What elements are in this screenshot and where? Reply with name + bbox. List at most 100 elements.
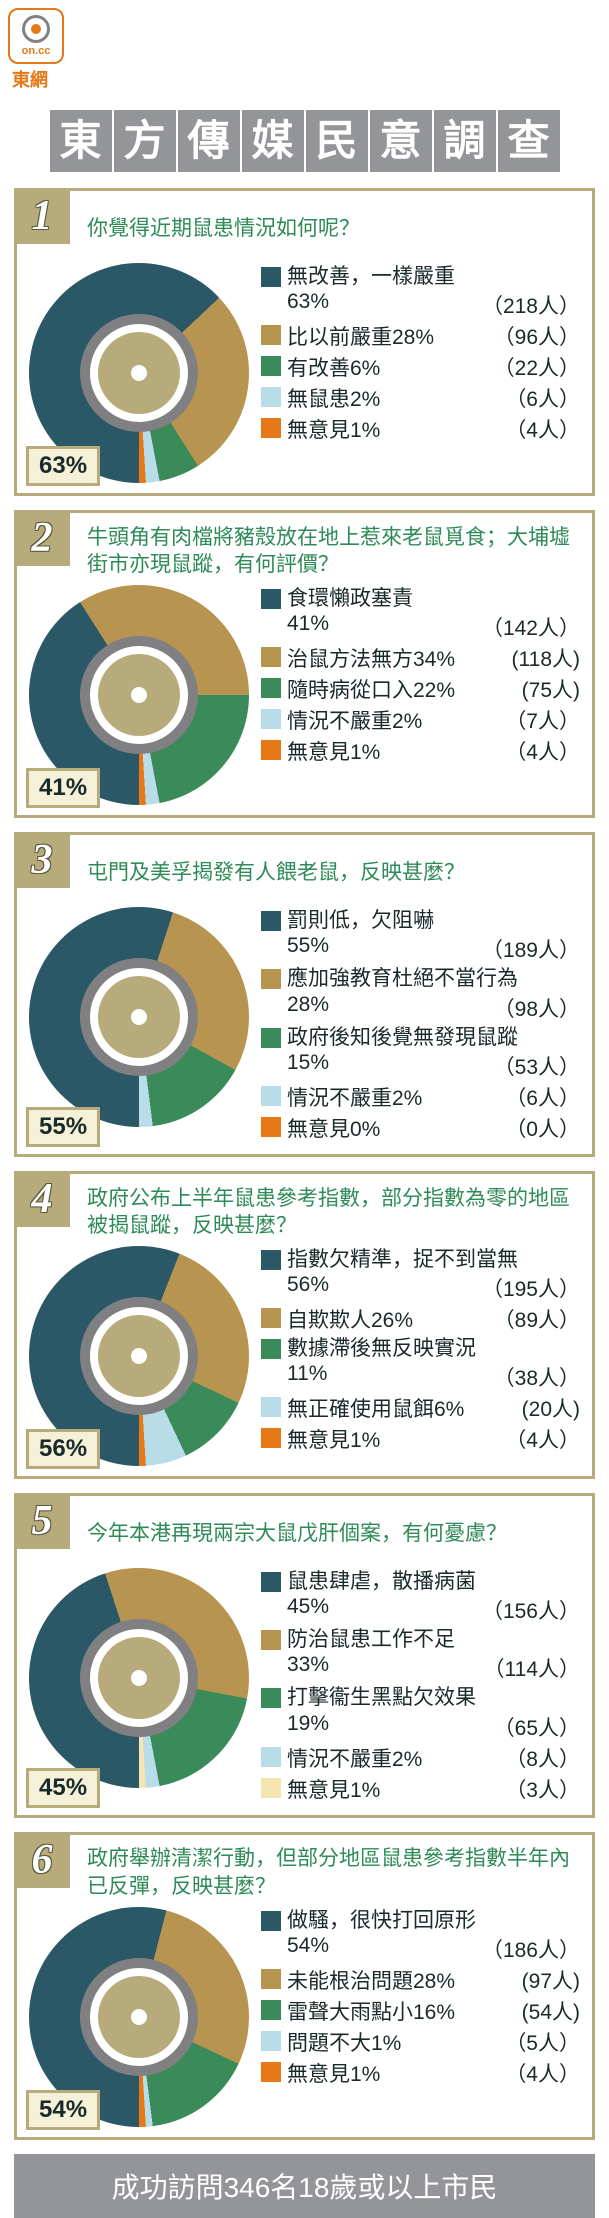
legend: 食環懶政塞責 41% （142人） 治鼠方法無方34% (118人) 隨時病從口… bbox=[261, 585, 580, 805]
question-text: 你覺得近期鼠患情況如何呢？ bbox=[87, 201, 580, 257]
legend-row: 罰則低，欠阻嚇 55% （189人） bbox=[261, 907, 580, 964]
question-number: 4 bbox=[32, 1175, 53, 1223]
legend-row: 無改善，一樣嚴重 63% （218人） bbox=[261, 263, 580, 320]
legend: 無改善，一樣嚴重 63% （218人） 比以前嚴重28% （96人） 有改善6%… bbox=[261, 263, 580, 483]
legend-count: （5人） bbox=[505, 2027, 580, 2057]
legend-label: 政府後知後覺無發現鼠蹤 bbox=[287, 1024, 580, 1051]
legend-pct: 41% bbox=[287, 612, 329, 642]
title-char: 媒 bbox=[242, 110, 304, 172]
swatch-icon bbox=[261, 1397, 281, 1417]
title-char: 意 bbox=[370, 110, 432, 172]
legend-row: 食環懶政塞責 41% （142人） bbox=[261, 585, 580, 642]
legend-label: 無意見1% bbox=[287, 2058, 380, 2088]
legend-row: 無意見1% （4人） bbox=[261, 1424, 580, 1454]
legend-pct: 45% bbox=[287, 1595, 329, 1625]
swatch-icon bbox=[261, 740, 281, 760]
legend-row: 情況不嚴重2% （8人） bbox=[261, 1743, 580, 1773]
swatch-icon bbox=[261, 267, 281, 287]
legend-label: 打擊衞生黑點欠效果 bbox=[287, 1684, 580, 1711]
question-text: 政府公布上半年鼠患參考指數，部分指數為零的地區被揭鼠蹤，反映甚麼？ bbox=[87, 1184, 580, 1240]
legend-count: （53人） bbox=[494, 1051, 580, 1081]
title-char: 查 bbox=[498, 110, 560, 172]
legend-count: （186人） bbox=[482, 1934, 580, 1964]
legend-count: （65人） bbox=[494, 1712, 580, 1742]
main-percentage: 55% bbox=[26, 1107, 100, 1147]
legend-row: 無意見1% （4人） bbox=[261, 414, 580, 444]
legend-label: 無正確使用鼠餌6% bbox=[287, 1393, 464, 1423]
legend-count: （4人） bbox=[505, 1424, 580, 1454]
legend-label: 治鼠方法無方34% bbox=[287, 643, 455, 673]
legend-label: 情況不嚴重2% bbox=[287, 1082, 422, 1112]
legend-label: 比以前嚴重28% bbox=[287, 321, 434, 351]
swatch-icon bbox=[261, 709, 281, 729]
question-card: 5 今年本港再現兩宗大鼠戊肝個案，有何憂慮？ 45% 鼠患肆虐，散播病菌 45%… bbox=[14, 1493, 595, 1818]
legend-label: 有改善6% bbox=[287, 352, 380, 382]
main-percentage: 63% bbox=[26, 446, 100, 486]
question-card: 3 屯門及美孚揭發有人餵老鼠，反映甚麼？ 55% 罰則低，欠阻嚇 55% （18… bbox=[14, 832, 595, 1157]
legend-label: 無意見1% bbox=[287, 1424, 380, 1454]
legend-row: 無意見1% （4人） bbox=[261, 2058, 580, 2088]
legend-label: 無鼠患2% bbox=[287, 383, 380, 413]
legend-row: 未能根治問題28% (97人) bbox=[261, 1965, 580, 1995]
legend-count: （98人） bbox=[494, 993, 580, 1023]
legend-pct: 28% bbox=[287, 993, 329, 1023]
legend-label: 隨時病從口入22% bbox=[287, 674, 455, 704]
legend-label: 無意見0% bbox=[287, 1113, 380, 1143]
legend-count: （8人） bbox=[505, 1743, 580, 1773]
question-number-box: 6 bbox=[14, 1832, 70, 1888]
question-card: 1 你覺得近期鼠患情況如何呢？ 63% 無改善，一樣嚴重 63% （218人） bbox=[14, 188, 595, 496]
legend-row: 打擊衞生黑點欠效果 19% （65人） bbox=[261, 1684, 580, 1741]
swatch-icon bbox=[261, 418, 281, 438]
legend-label: 無改善，一樣嚴重 bbox=[287, 263, 580, 290]
legend-label: 情況不嚴重2% bbox=[287, 705, 422, 735]
donut-chart: 56% bbox=[29, 1246, 249, 1466]
swatch-icon bbox=[261, 911, 281, 931]
legend-count: （6人） bbox=[505, 1082, 580, 1112]
swatch-icon bbox=[261, 969, 281, 989]
title-char: 方 bbox=[114, 110, 176, 172]
main-percentage: 56% bbox=[26, 1429, 100, 1469]
legend-label: 未能根治問題28% bbox=[287, 1965, 455, 1995]
legend-label: 無意見1% bbox=[287, 1774, 380, 1804]
question-number: 6 bbox=[32, 1836, 53, 1884]
legend-count: (54人) bbox=[522, 1996, 580, 2026]
swatch-icon bbox=[261, 2031, 281, 2051]
legend-count: （114人） bbox=[484, 1653, 580, 1683]
question-number-box: 5 bbox=[14, 1493, 70, 1549]
question-card: 4 政府公布上半年鼠患參考指數，部分指數為零的地區被揭鼠蹤，反映甚麼？ 56% … bbox=[14, 1171, 595, 1479]
legend-count: （0人） bbox=[505, 1113, 580, 1143]
donut-chart: 45% bbox=[29, 1568, 249, 1805]
legend-label: 無意見1% bbox=[287, 414, 380, 444]
question-number: 5 bbox=[32, 1497, 53, 1545]
legend-row: 自欺欺人26% （89人） bbox=[261, 1304, 580, 1334]
legend-row: 無正確使用鼠餌6% (20人) bbox=[261, 1393, 580, 1423]
legend-count: （4人） bbox=[505, 736, 580, 766]
swatch-icon bbox=[261, 1747, 281, 1767]
donut-chart: 41% bbox=[29, 585, 249, 805]
swatch-icon bbox=[261, 1028, 281, 1048]
question-number: 2 bbox=[32, 514, 53, 562]
legend-count: （22人） bbox=[494, 352, 580, 382]
legend: 罰則低，欠阻嚇 55% （189人） 應加強教育杜絕不當行為 28% （98人） bbox=[261, 907, 580, 1144]
legend-pct: 56% bbox=[287, 1273, 329, 1303]
legend-row: 做騷，很快打回原形 54% （186人） bbox=[261, 1907, 580, 1964]
title-bar: 東方傳媒民意調查 bbox=[0, 100, 609, 188]
legend-count: (20人) bbox=[522, 1393, 580, 1423]
legend-row: 鼠患肆虐，散播病菌 45% （156人） bbox=[261, 1568, 580, 1625]
legend-row: 應加強教育杜絕不當行為 28% （98人） bbox=[261, 965, 580, 1022]
swatch-icon bbox=[261, 678, 281, 698]
legend-label: 鼠患肆虐，散播病菌 bbox=[287, 1568, 580, 1595]
legend-pct: 54% bbox=[287, 1934, 329, 1964]
footer-text: 成功訪問346名18歲或以上市民 bbox=[14, 2154, 595, 2218]
legend-row: 政府後知後覺無發現鼠蹤 15% （53人） bbox=[261, 1024, 580, 1081]
legend-row: 指數欠精準，捉不到當無 56% （195人） bbox=[261, 1246, 580, 1303]
question-number-box: 1 bbox=[14, 188, 70, 244]
question-text: 今年本港再現兩宗大鼠戊肝個案，有何憂慮？ bbox=[87, 1506, 580, 1562]
question-card: 6 政府舉辦清潔行動，但部分地區鼠患參考指數半年內已反彈，反映甚麼？ 54% 做… bbox=[14, 1832, 595, 2140]
question-number-box: 3 bbox=[14, 832, 70, 888]
legend-row: 數據滯後無反映實況 11% （38人） bbox=[261, 1335, 580, 1392]
legend-row: 雷聲大雨點小16% (54人) bbox=[261, 1996, 580, 2026]
legend-label: 應加強教育杜絕不當行為 bbox=[287, 965, 580, 992]
donut-chart: 55% bbox=[29, 907, 249, 1144]
legend-row: 問題不大1% （5人） bbox=[261, 2027, 580, 2057]
